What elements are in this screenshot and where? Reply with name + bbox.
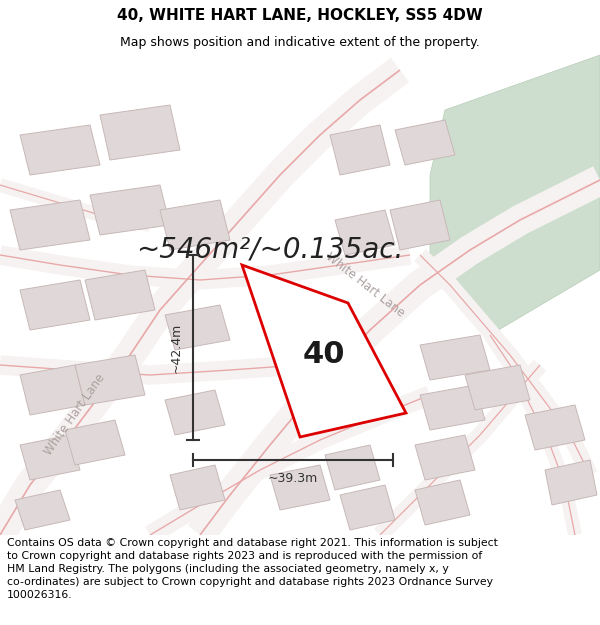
Polygon shape: [165, 390, 225, 435]
Polygon shape: [65, 420, 125, 465]
Polygon shape: [170, 465, 225, 510]
Polygon shape: [420, 335, 490, 380]
Polygon shape: [15, 490, 70, 530]
Polygon shape: [10, 200, 90, 250]
Text: 40, WHITE HART LANE, HOCKLEY, SS5 4DW: 40, WHITE HART LANE, HOCKLEY, SS5 4DW: [117, 8, 483, 23]
Polygon shape: [90, 185, 170, 235]
Polygon shape: [430, 55, 600, 335]
Polygon shape: [340, 485, 395, 530]
Text: Map shows position and indicative extent of the property.: Map shows position and indicative extent…: [120, 36, 480, 49]
Polygon shape: [415, 435, 475, 480]
Polygon shape: [20, 365, 85, 415]
Polygon shape: [395, 120, 455, 165]
Text: ~39.3m: ~39.3m: [268, 472, 318, 485]
Polygon shape: [330, 125, 390, 175]
Polygon shape: [20, 435, 80, 480]
Polygon shape: [75, 355, 145, 405]
Polygon shape: [85, 270, 155, 320]
Text: White Hart Lane: White Hart Lane: [42, 372, 108, 458]
Polygon shape: [390, 200, 450, 250]
Polygon shape: [242, 265, 406, 437]
Polygon shape: [270, 465, 330, 510]
Polygon shape: [20, 280, 90, 330]
Polygon shape: [335, 210, 395, 255]
Polygon shape: [420, 385, 485, 430]
Text: Contains OS data © Crown copyright and database right 2021. This information is : Contains OS data © Crown copyright and d…: [7, 538, 498, 601]
Text: 40: 40: [303, 340, 345, 369]
Text: White Hart Lane: White Hart Lane: [323, 250, 407, 320]
Polygon shape: [545, 460, 597, 505]
Polygon shape: [525, 405, 585, 450]
Polygon shape: [165, 305, 230, 350]
Text: ~42.4m: ~42.4m: [170, 322, 183, 372]
Polygon shape: [20, 125, 100, 175]
Polygon shape: [465, 365, 530, 410]
Polygon shape: [325, 445, 380, 490]
Polygon shape: [415, 480, 470, 525]
Polygon shape: [100, 105, 180, 160]
Polygon shape: [160, 200, 230, 250]
Text: ~546m²/~0.135ac.: ~546m²/~0.135ac.: [136, 236, 404, 264]
